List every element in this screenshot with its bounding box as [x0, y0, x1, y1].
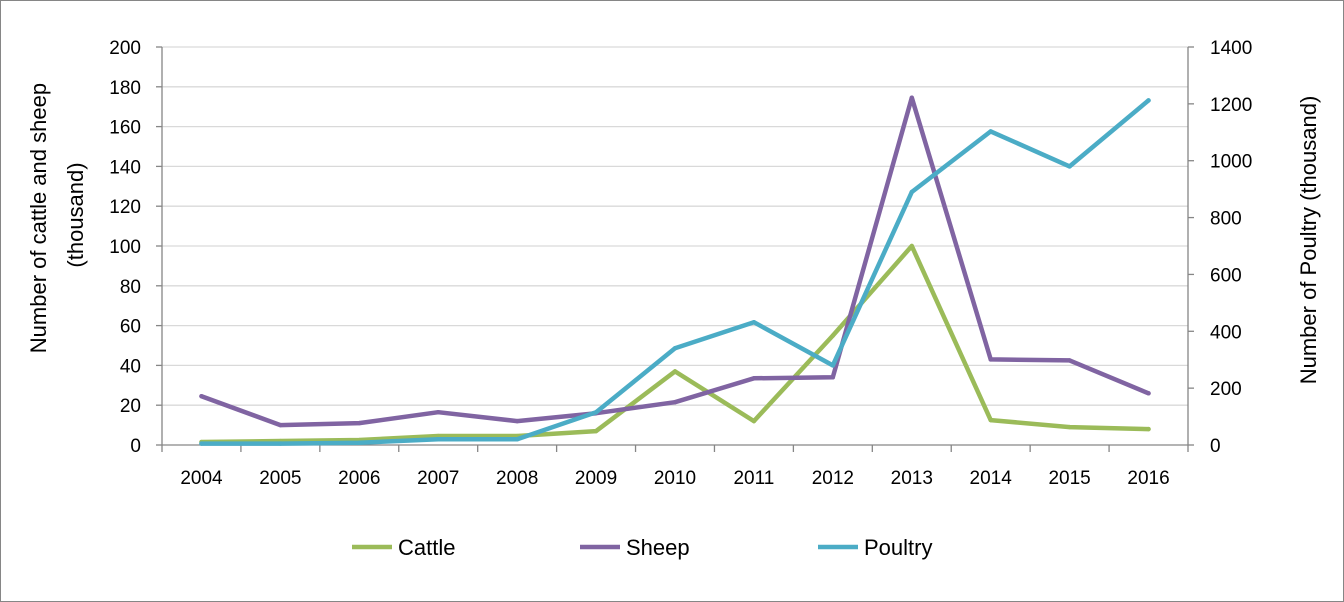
data-point-poultry [1067, 164, 1072, 169]
x-tick-label: 2016 [1127, 468, 1169, 489]
left-y-axis-title-line1: Number of cattle and sheep [26, 83, 51, 353]
x-tick-label: 2007 [417, 468, 459, 489]
right-y-tick-label: 200 [1210, 379, 1242, 400]
right-y-tick-label: 400 [1210, 322, 1242, 343]
data-point-sheep [909, 95, 914, 100]
axes [156, 46, 1194, 452]
data-point-cattle [751, 418, 757, 424]
x-tick-label: 2012 [812, 468, 854, 489]
data-point-sheep [672, 400, 678, 405]
series-lines [199, 95, 1151, 446]
right-y-tick-labels: 0 200 400 600 800 1000 1200 1400 [1210, 38, 1252, 457]
x-tick-label: 2008 [496, 468, 538, 489]
legend: Cattle Sheep Poultry [352, 535, 932, 560]
left-y-tick-label: 80 [120, 277, 141, 298]
left-y-tick-label: 40 [120, 356, 141, 377]
series-line-sheep [199, 95, 1151, 428]
data-point-sheep [830, 375, 836, 380]
x-tick-label: 2015 [1048, 468, 1090, 489]
x-tick-label: 2005 [259, 468, 301, 489]
left-y-tick-label: 120 [109, 197, 141, 218]
x-tick-label: 2014 [970, 468, 1013, 489]
x-tick-label: 2013 [891, 468, 933, 489]
x-tick-label: 2004 [180, 468, 223, 489]
left-y-tick-label: 0 [130, 436, 141, 457]
data-point-poultry [357, 440, 362, 445]
data-point-sheep [751, 376, 757, 381]
left-y-tick-label: 160 [109, 118, 141, 139]
data-point-cattle [1067, 424, 1072, 430]
x-tick-label: 2010 [654, 468, 696, 489]
left-y-tick-label: 200 [109, 38, 141, 59]
right-y-tick-label: 1000 [1210, 152, 1252, 173]
data-point-sheep [199, 394, 204, 399]
left-y-tick-label: 140 [109, 157, 141, 178]
data-point-sheep [1067, 358, 1072, 363]
data-point-cattle [988, 417, 993, 423]
legend-label-sheep: Sheep [626, 535, 690, 560]
data-point-cattle [830, 333, 836, 338]
data-point-poultry [514, 437, 520, 442]
left-y-tick-labels: 0 20 40 60 80 100 120 140 160 180 200 [109, 38, 141, 457]
legend-label-poultry: Poultry [864, 535, 932, 560]
left-y-axis-title-line2: (thousand) [63, 162, 88, 267]
left-y-tick-label: 20 [120, 396, 141, 417]
left-y-tick-label: 100 [109, 237, 141, 258]
data-point-sheep [988, 357, 993, 362]
right-y-tick-label: 600 [1210, 265, 1242, 286]
series-line-cattle [199, 243, 1151, 445]
data-point-poultry [909, 189, 914, 195]
data-point-poultry [593, 410, 599, 415]
data-point-poultry [278, 441, 283, 446]
series-line-poultry [199, 98, 1151, 446]
gridlines [162, 46, 1188, 406]
x-tick-label: 2011 [733, 468, 774, 489]
data-point-sheep [436, 409, 441, 415]
left-y-tick-label: 60 [120, 317, 141, 338]
data-point-sheep [357, 420, 362, 426]
right-y-tick-label: 800 [1210, 209, 1242, 230]
data-point-poultry [1146, 98, 1151, 103]
data-point-sheep [514, 418, 520, 424]
left-y-axis-title: Number of cattle and sheep (thousand) [26, 77, 88, 353]
data-point-cattle [672, 369, 678, 374]
data-point-poultry [830, 363, 836, 368]
right-y-axis-title: Number of Poultry (thousand) [1296, 96, 1321, 385]
data-point-cattle [909, 243, 914, 249]
legend-label-cattle: Cattle [398, 535, 455, 560]
data-point-sheep [278, 422, 283, 428]
data-point-cattle [1146, 426, 1151, 432]
data-point-cattle [593, 428, 599, 434]
x-tick-labels: 2004 2005 2006 2007 2008 2009 2010 2011 2012 2013… [180, 468, 1169, 489]
left-y-tick-label: 180 [109, 78, 141, 99]
data-point-sheep [1146, 391, 1151, 396]
x-tick-label: 2009 [575, 468, 617, 489]
right-y-tick-label: 1200 [1210, 95, 1252, 116]
data-point-poultry [751, 319, 757, 325]
data-point-poultry [436, 437, 441, 442]
data-point-poultry [199, 441, 204, 446]
x-tick-label: 2006 [338, 468, 380, 489]
data-point-poultry [672, 346, 678, 351]
right-y-tick-label: 0 [1210, 436, 1221, 457]
right-y-tick-label: 1400 [1210, 38, 1252, 59]
data-point-poultry [988, 129, 993, 134]
